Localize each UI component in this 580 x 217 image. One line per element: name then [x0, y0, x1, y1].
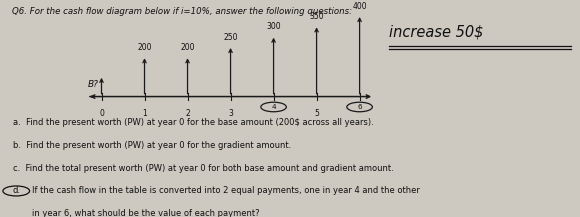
Text: 350: 350: [309, 12, 324, 21]
Text: 5: 5: [314, 108, 319, 117]
Text: Q6. For the cash flow diagram below if i=10%, answer the following questions:: Q6. For the cash flow diagram below if i…: [12, 7, 351, 15]
Text: 4: 4: [271, 104, 276, 110]
Text: 200: 200: [137, 43, 152, 52]
Text: 6: 6: [357, 104, 362, 110]
Text: 200: 200: [180, 43, 195, 52]
Text: 250: 250: [223, 33, 238, 42]
Text: d.: d.: [12, 186, 20, 196]
Text: B?: B?: [88, 80, 99, 89]
Text: 3: 3: [228, 108, 233, 117]
Text: increase 50$: increase 50$: [389, 24, 483, 39]
Text: If the cash flow in the table is converted into 2 equal payments, one in year 4 : If the cash flow in the table is convert…: [32, 186, 420, 196]
Text: c.  Find the total present worth (PW) at year 0 for both base amount and gradien: c. Find the total present worth (PW) at …: [13, 164, 393, 173]
Text: 300: 300: [266, 23, 281, 31]
Text: a.  Find the present worth (PW) at year 0 for the base amount (200$ across all y: a. Find the present worth (PW) at year 0…: [13, 118, 374, 127]
Text: 2: 2: [185, 108, 190, 117]
Text: 0: 0: [99, 108, 104, 117]
Text: 400: 400: [352, 2, 367, 11]
Text: b.  Find the present worth (PW) at year 0 for the gradient amount.: b. Find the present worth (PW) at year 0…: [13, 141, 291, 150]
Text: 1: 1: [142, 108, 147, 117]
Text: in year 6, what should be the value of each payment?: in year 6, what should be the value of e…: [32, 209, 259, 217]
